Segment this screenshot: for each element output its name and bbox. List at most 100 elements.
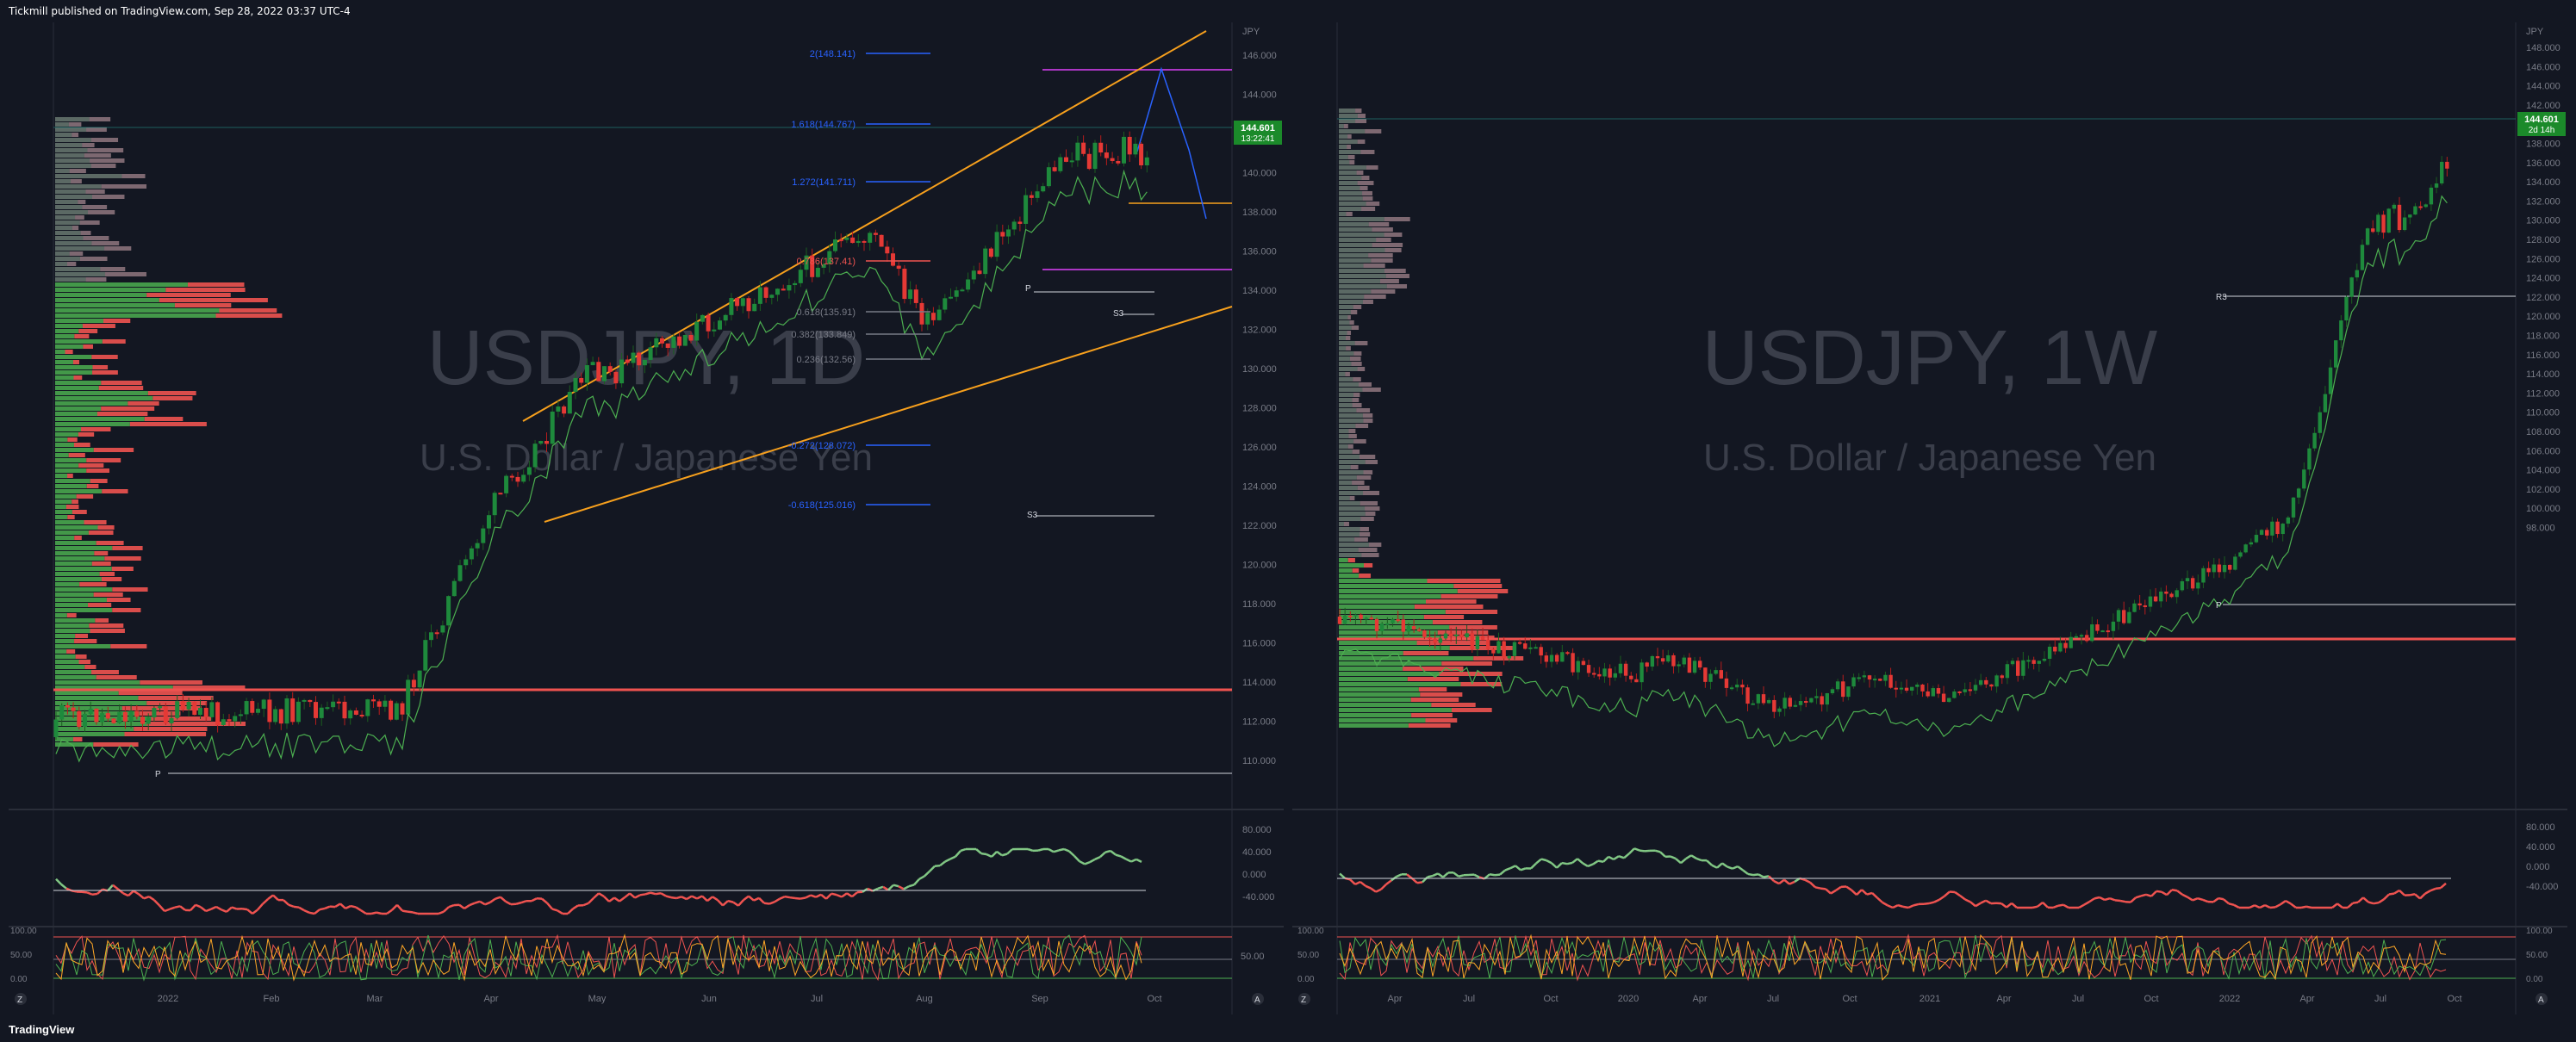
momentum-oscillator-segment (246, 909, 253, 915)
momentum-oscillator-segment (396, 903, 403, 912)
momentum-oscillator-segment (2176, 890, 2183, 896)
candle-body (2365, 228, 2370, 245)
candle-body (53, 719, 59, 737)
momentum-oscillator-segment (898, 885, 905, 890)
momentum-oscillator-segment (939, 860, 946, 867)
momentum-oscillator-segment (360, 909, 367, 915)
volume-profile-bar-up (1339, 119, 1356, 123)
candle-body (284, 698, 289, 724)
left-osc1-tick: 0.000 (1242, 870, 1266, 880)
candle-body (925, 313, 930, 325)
momentum-oscillator-segment (1104, 849, 1111, 853)
right-price-tick: 126.000 (2526, 254, 2560, 264)
momentum-oscillator-segment (308, 911, 315, 915)
volume-profile-bar-up (55, 582, 80, 586)
candle-body (2302, 469, 2306, 489)
volume-profile-bar-down (1352, 403, 1362, 407)
volume-profile-bar-down (94, 551, 109, 555)
momentum-oscillator-segment (169, 906, 176, 910)
candle-body (1507, 655, 1511, 659)
volume-profile-bar-up (1339, 579, 1428, 583)
momentum-oscillator-segment (412, 911, 419, 915)
volume-profile-bar-up (55, 732, 125, 736)
volume-profile-bar-down (105, 272, 146, 276)
candle-body (1804, 701, 1808, 704)
momentum-oscillator-segment (1690, 854, 1697, 859)
volume-profile-bar-down (78, 200, 86, 204)
volume-profile-bar-down (88, 530, 114, 535)
candle-body (862, 240, 867, 243)
volume-profile-bar-down (1353, 377, 1361, 381)
volume-profile-bar-down (73, 375, 83, 380)
left-price-tick: 144.000 (1242, 90, 1277, 101)
candle-body (117, 711, 122, 723)
momentum-oscillator-segment (1618, 855, 1625, 859)
volume-profile-bar-up (55, 375, 74, 380)
volume-profile-bar-up (55, 701, 147, 705)
right-osc1-tick: 0.000 (2526, 862, 2550, 872)
momentum-oscillator-segment (407, 910, 414, 914)
momentum-oscillator-segment (303, 909, 310, 914)
momentum-oscillator-segment (1659, 851, 1666, 858)
volume-profile-bar-up (1339, 109, 1356, 113)
right-corner-a: A (2538, 995, 2544, 1005)
candle-body (943, 298, 948, 310)
volume-profile-bar-up (1339, 315, 1348, 319)
volume-profile-bar-down (1368, 543, 1382, 547)
right-zoom-reset-button[interactable] (1298, 993, 1310, 1005)
volume-profile-bar-up (55, 484, 87, 488)
volume-profile-bar-up (1339, 656, 1474, 661)
right-chart-pane[interactable]: USDJPY, 1W U.S. Dollar / Japanese Yen JP… (1292, 22, 2567, 1014)
candle-body (1496, 641, 1501, 654)
candle-body (971, 270, 976, 280)
candle-body (1391, 619, 1395, 623)
right-chart-canvas[interactable]: USDJPY, 1W U.S. Dollar / Japanese Yen JP… (1292, 22, 2567, 1014)
momentum-oscillator-segment (1804, 878, 1811, 884)
left-zoom-reset-button[interactable] (15, 993, 27, 1005)
volume-profile-bar-up (1339, 217, 1384, 221)
volume-profile-bar-up (1339, 620, 1433, 624)
momentum-oscillator-segment (350, 904, 357, 909)
momentum-oscillator-segment (376, 911, 383, 915)
candle-body (556, 406, 561, 412)
candle-body (336, 701, 341, 704)
left-chart-canvas[interactable]: USDJPY, 1D U.S. Dollar / Japanese Yen JP… (9, 22, 1284, 1014)
momentum-oscillator-segment (370, 911, 377, 915)
candle-body (1655, 655, 1660, 659)
volume-profile-bar-up (1339, 496, 1350, 500)
left-price-badge-value: 144.601 (1241, 123, 1275, 133)
right-osc2-right-tick: 0.00 (2526, 975, 2543, 984)
candle-body (451, 580, 457, 597)
momentum-oscillator-segment (551, 908, 558, 912)
volume-profile-bar-up (1339, 506, 1366, 511)
candle-body (353, 710, 358, 715)
left-auto-scale-button[interactable] (1252, 993, 1264, 1005)
left-time-tick: Mar (367, 994, 383, 1004)
candle-body (1978, 679, 1983, 685)
left-watermark-name: U.S. Dollar / Japanese Yen (420, 437, 873, 479)
momentum-oscillator-segment (546, 902, 553, 910)
volume-profile-bar-up (55, 231, 81, 235)
volume-profile-bar-down (69, 169, 86, 173)
candle-body (169, 717, 174, 723)
volume-profile-bar-up (55, 138, 91, 142)
trailing-stop-line (55, 169, 1148, 763)
volume-profile-bar-up (55, 319, 104, 323)
volume-profile-bar-down (1354, 341, 1368, 345)
candle-body (902, 269, 907, 300)
right-auto-scale-button[interactable] (2536, 993, 2548, 1005)
candle-body (515, 476, 520, 482)
left-time-tick: 2022 (158, 994, 178, 1004)
momentum-oscillator-segment (1396, 873, 1403, 878)
volume-profile-bar-up (55, 737, 74, 741)
candle-body (1984, 679, 1988, 685)
volume-profile-bar-up (1339, 543, 1369, 547)
momentum-oscillator-segment (133, 890, 140, 896)
left-chart-pane[interactable]: USDJPY, 1D U.S. Dollar / Japanese Yen JP… (9, 22, 1284, 1014)
candle-body (1443, 633, 1448, 639)
candle-body (158, 706, 163, 709)
candle-body (2153, 596, 2158, 602)
volume-profile-bar-down (1357, 486, 1370, 490)
volume-profile-bar-down (1352, 450, 1360, 454)
candle-body (1517, 642, 1522, 644)
